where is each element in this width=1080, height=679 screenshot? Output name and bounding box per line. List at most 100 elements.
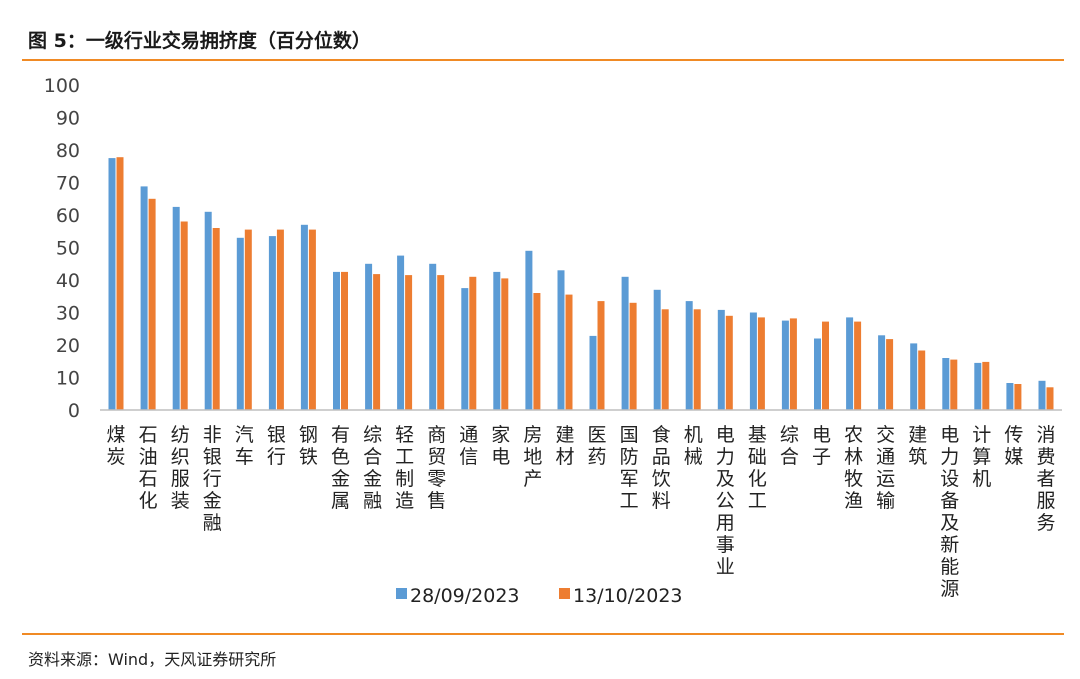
legend: 28/09/2023 13/10/2023 [396, 585, 683, 607]
bar-series-1 [621, 276, 629, 411]
bar-series-2 [950, 359, 958, 410]
x-tick-label: 电力设备及新能源 [940, 424, 959, 600]
bar-series-1 [1006, 383, 1014, 410]
title-rule [22, 59, 1064, 61]
bar-series-1 [974, 362, 982, 410]
bar-series-2 [789, 318, 797, 410]
source-note: 资料来源：Wind，天风证券研究所 [28, 650, 277, 669]
x-tick-label: 房地产 [523, 424, 542, 490]
bar-series-1 [429, 263, 437, 411]
x-tick-label: 商贸零售 [427, 424, 446, 512]
bar-series-2 [725, 315, 733, 411]
bar-series-2 [757, 317, 765, 410]
legend-label-series-1: 28/09/2023 [410, 585, 520, 607]
bar-series-1 [589, 335, 597, 410]
bar-series-2 [886, 339, 894, 410]
bar-series-1 [365, 263, 373, 411]
bar-series-2 [437, 275, 445, 410]
bar-series-1 [397, 255, 405, 410]
legend-swatch-series-2 [559, 588, 570, 599]
x-tick-label: 交通运输 [876, 424, 895, 512]
x-tick-label: 综合 [780, 424, 799, 468]
source-rule [22, 633, 1064, 635]
bar-series-2 [244, 229, 252, 410]
y-tick-label: 0 [68, 400, 80, 422]
x-tick-label: 有色金属 [331, 424, 350, 512]
y-tick-label: 30 [56, 303, 80, 325]
bar-series-2 [533, 293, 541, 410]
bar-series-1 [557, 270, 565, 411]
x-tick-label: 银行 [267, 424, 286, 468]
bar-series-1 [878, 335, 886, 411]
x-tick-label: 家电 [491, 424, 510, 468]
x-tick-label: 钢铁 [299, 424, 318, 468]
bar-series-1 [236, 237, 244, 411]
legend-swatch-series-1 [396, 588, 407, 599]
bar-series-2 [693, 309, 701, 411]
bar-series-1 [1038, 380, 1046, 411]
x-tick-label: 消费者服务 [1036, 424, 1055, 534]
bar-series-2 [341, 271, 348, 410]
x-tick-label: 农林牧渔 [844, 424, 863, 512]
y-tick-label: 80 [56, 140, 80, 162]
x-tick-label: 煤炭 [106, 424, 125, 468]
bar-series-1 [942, 358, 950, 410]
bar-series-1 [653, 289, 661, 411]
bar-series-2 [918, 350, 926, 410]
x-tick-label: 医药 [587, 424, 606, 468]
bar-series-2 [405, 275, 413, 410]
bar-series-1 [846, 317, 854, 410]
bar-series-2 [180, 221, 188, 410]
x-tick-label: 传媒 [1004, 424, 1023, 468]
bar-series-2 [148, 198, 156, 411]
x-tick-label: 通信 [459, 424, 478, 468]
bar-series-1 [204, 211, 212, 411]
y-tick-label: 90 [56, 108, 80, 130]
x-tick-label: 基础化工 [748, 424, 767, 512]
bar-series-2 [822, 321, 829, 410]
x-tick-label: 石油石化 [139, 424, 158, 512]
y-tick-label: 10 [56, 368, 80, 390]
bar-series-2 [1014, 384, 1022, 410]
bar-series-2 [629, 302, 637, 411]
figure-title: 图 5：一级行业交易拥挤度（百分位数） [28, 30, 371, 52]
bar-series-1 [525, 250, 533, 411]
y-tick-label: 60 [56, 205, 80, 227]
bar-series-1 [781, 320, 789, 410]
x-tick-label: 电力及公用事业 [716, 424, 735, 578]
bars-group [108, 157, 1054, 411]
bar-series-1 [910, 343, 918, 410]
x-tick-label: 汽车 [235, 424, 254, 468]
bar-series-1 [461, 288, 469, 410]
bar-series-2 [597, 301, 605, 410]
x-tick-label: 机械 [684, 424, 703, 468]
x-tick-label: 综合金融 [363, 424, 382, 512]
y-tick-label: 50 [56, 238, 80, 260]
bar-series-2 [1046, 387, 1054, 411]
y-tick-label: 70 [56, 173, 80, 195]
x-tick-label: 计算机 [972, 424, 991, 490]
y-tick-label: 40 [56, 270, 80, 292]
y-tick-label: 20 [56, 335, 80, 357]
bar-series-2 [116, 157, 124, 410]
bar-series-2 [501, 278, 509, 410]
bar-series-2 [661, 309, 669, 411]
x-tick-label: 纺织服装 [171, 424, 190, 512]
x-tick-label: 食品饮料 [652, 424, 671, 512]
bar-series-1 [717, 309, 725, 410]
bar-series-2 [982, 361, 990, 410]
bar-series-1 [172, 206, 180, 410]
x-tick-label: 建筑 [908, 424, 927, 468]
x-tick-label: 轻工制造 [395, 424, 414, 512]
bar-series-1 [140, 186, 148, 410]
bar-series-1 [685, 301, 693, 410]
bar-series-1 [749, 312, 757, 410]
bar-series-1 [333, 271, 340, 410]
bar-series-2 [276, 229, 284, 410]
bar-series-1 [268, 236, 276, 410]
x-axis-labels: 煤炭石油石化纺织服装非银行金融汽车银行钢铁有色金属综合金融轻工制造商贸零售通信家… [106, 424, 1055, 600]
bar-series-1 [108, 158, 116, 410]
y-axis: 0 10 20 30 40 50 60 70 80 90 100 [44, 75, 80, 422]
x-tick-label: 非银行金融 [203, 424, 222, 534]
